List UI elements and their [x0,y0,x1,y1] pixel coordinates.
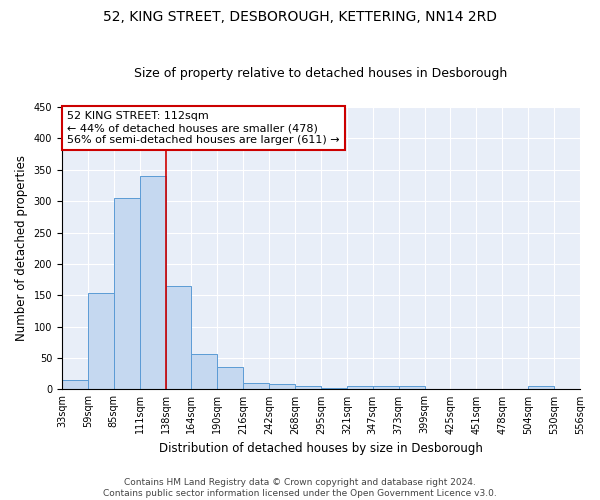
Bar [243,383,269,390]
Bar [191,354,217,390]
Bar [398,386,425,390]
Bar [528,386,554,390]
Title: Size of property relative to detached houses in Desborough: Size of property relative to detached ho… [134,66,508,80]
Y-axis label: Number of detached properties: Number of detached properties [15,155,28,341]
Bar [269,384,295,390]
Bar [62,380,88,390]
Text: 52 KING STREET: 112sqm
← 44% of detached houses are smaller (478)
56% of semi-de: 52 KING STREET: 112sqm ← 44% of detached… [67,112,340,144]
Bar [88,294,114,390]
Bar [321,388,347,390]
Bar [347,386,373,390]
X-axis label: Distribution of detached houses by size in Desborough: Distribution of detached houses by size … [159,442,483,455]
Bar [166,286,191,390]
Text: 52, KING STREET, DESBOROUGH, KETTERING, NN14 2RD: 52, KING STREET, DESBOROUGH, KETTERING, … [103,10,497,24]
Bar [140,176,166,390]
Bar [114,198,140,390]
Text: Contains HM Land Registry data © Crown copyright and database right 2024.
Contai: Contains HM Land Registry data © Crown c… [103,478,497,498]
Bar [295,386,321,390]
Bar [217,368,243,390]
Bar [373,386,398,390]
